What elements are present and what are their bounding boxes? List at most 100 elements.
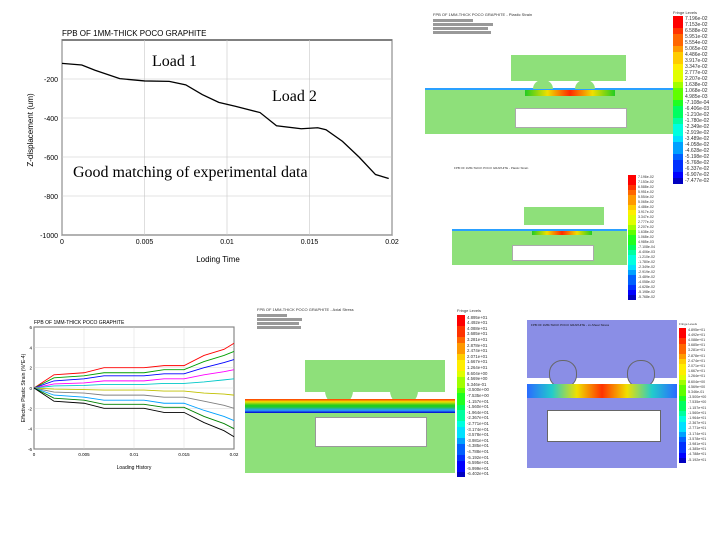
fea-panel-3-fringe-scale: 4.895e+01 4.492e+01 4.088e+01 3.685e+01 3.28… bbox=[457, 315, 489, 480]
fringe-color-swatch bbox=[628, 230, 636, 235]
fringe-value-label: -3.489e-02 bbox=[638, 274, 655, 279]
fringe-value-label: 1.068e-02 bbox=[638, 234, 654, 239]
fringe-color-swatch bbox=[628, 175, 636, 180]
fringe-color-swatch bbox=[679, 426, 686, 432]
fringe-color-swatch bbox=[673, 100, 683, 106]
fringe-value-label: -1.157e+01 bbox=[688, 405, 707, 410]
top-chart-series-line bbox=[61, 62, 389, 180]
fringe-color-swatch bbox=[679, 416, 686, 422]
top-chart-xtick-label: 0.02 bbox=[385, 239, 399, 246]
fringe-value-label: -2.919e-02 bbox=[638, 269, 655, 274]
fringe-value-label: 5.951e-02 bbox=[685, 33, 708, 40]
fea-1-top-block bbox=[511, 55, 626, 81]
fringe-value-label: -5.595e+01 bbox=[467, 460, 489, 466]
bottom-chart-series-line bbox=[33, 387, 235, 421]
fringe-color-swatch bbox=[457, 393, 465, 399]
fringe-value-label: -3.981e+01 bbox=[688, 441, 707, 446]
fringe-color-swatch bbox=[457, 331, 465, 338]
bottom-chart-series-line bbox=[33, 359, 235, 389]
bottom-chart-xtick-label: 0.02 bbox=[230, 452, 239, 457]
fringe-color-swatch bbox=[457, 410, 465, 416]
fringe-value-label: 2.474e+01 bbox=[467, 348, 488, 354]
fringe-color-swatch bbox=[457, 354, 465, 360]
fea-1-stress-band bbox=[525, 90, 615, 96]
fringe-color-swatch bbox=[457, 455, 465, 461]
fringe-value-label: -5.192e+01 bbox=[467, 454, 489, 460]
fringe-value-label: 4.486e-02 bbox=[685, 51, 708, 58]
fea-2-top-block bbox=[524, 207, 604, 225]
fringe-value-label: -1.210e-02 bbox=[638, 254, 655, 259]
fringe-value-label: -4.385e+01 bbox=[467, 443, 489, 449]
fea-panel-3-fringe-title: Fringe Levels bbox=[457, 308, 482, 313]
fringe-value-label: 1.264e+01 bbox=[467, 364, 488, 370]
bottom-chart-xtick-label: 0 bbox=[33, 452, 36, 457]
fringe-value-label: 2.777e-02 bbox=[638, 219, 654, 224]
fringe-color-swatch bbox=[457, 443, 465, 450]
fringe-value-label: 2.071e+01 bbox=[467, 353, 488, 359]
fea-panel-4-fringe-title: Fringe Levels bbox=[679, 322, 698, 326]
fringe-color-swatch bbox=[673, 130, 683, 136]
top-chart-ytick-label: -200 bbox=[44, 77, 58, 84]
fringe-color-swatch bbox=[628, 260, 636, 265]
fringe-color-swatch bbox=[679, 348, 686, 354]
fringe-color-swatch bbox=[673, 166, 683, 172]
fea-panel-1: FPB OF 1MM-THICK POCO GRAPHITE - Plastic… bbox=[425, 10, 715, 184]
bottom-chart-series-line bbox=[33, 369, 235, 389]
fringe-value-label: 5.065e-02 bbox=[638, 199, 654, 204]
fringe-color-swatch bbox=[673, 172, 683, 178]
top-chart-xtick-label: 0.005 bbox=[136, 239, 154, 246]
fringe-value-label: -5.198e-02 bbox=[638, 289, 655, 294]
fringe-value-label: 4.895e+01 bbox=[688, 327, 706, 332]
fringe-value-label: -1.780e-02 bbox=[638, 259, 655, 264]
fringe-value-label: -5.192e+01 bbox=[688, 457, 707, 462]
fringe-value-label: 4.492e+01 bbox=[688, 332, 706, 337]
fringe-value-label: -2.367e+01 bbox=[688, 421, 707, 426]
fringe-value-label: -1.964e+01 bbox=[688, 415, 707, 420]
fringe-color-swatch bbox=[457, 326, 465, 332]
fringe-value-label: -2.349e-02 bbox=[685, 123, 710, 130]
fea-4-beam bbox=[527, 384, 677, 398]
top-chart-title: FPB OF 1MM-THICK POCO GRAPHITE bbox=[62, 29, 206, 38]
fea-3-cavity bbox=[315, 417, 427, 447]
fringe-color-swatch bbox=[628, 285, 636, 290]
fringe-color-swatch bbox=[457, 460, 465, 467]
fringe-value-label: 7.196e-02 bbox=[638, 174, 654, 179]
fringe-color-swatch bbox=[628, 225, 636, 230]
fringe-value-label: 2.474e+01 bbox=[688, 358, 706, 363]
fringe-color-swatch bbox=[679, 385, 686, 391]
bottom-chart-xtick-label: 0.01 bbox=[130, 452, 139, 457]
fringe-color-swatch bbox=[457, 337, 465, 343]
fringe-value-label: -3.578e+01 bbox=[688, 436, 707, 441]
fringe-color-swatch bbox=[457, 438, 465, 444]
fringe-color-swatch bbox=[679, 400, 686, 406]
fringe-value-label: 1.264e+01 bbox=[688, 374, 706, 379]
fringe-value-label: 7.153e-02 bbox=[638, 179, 654, 184]
fea-panel-1-fringe-title: Fringe Levels bbox=[673, 10, 698, 15]
fringe-value-label: 3.281e+01 bbox=[688, 348, 706, 353]
fringe-value-label: -2.349e-02 bbox=[638, 264, 655, 269]
fringe-value-label: -3.981e+01 bbox=[467, 437, 489, 443]
fringe-color-swatch bbox=[673, 106, 683, 112]
fringe-value-label: -1.210e-02 bbox=[685, 111, 710, 118]
bottom-chart-ytick-label: 0 bbox=[29, 386, 32, 391]
fringe-color-swatch bbox=[679, 458, 686, 464]
load1-annotation: Load 1 bbox=[152, 53, 197, 70]
fringe-value-label: -3.489e-02 bbox=[685, 135, 710, 142]
fringe-value-label: -5.768e-02 bbox=[638, 294, 655, 299]
fringe-value-label: 6.588e-02 bbox=[638, 184, 654, 189]
fringe-color-swatch bbox=[673, 34, 683, 40]
fea-1-support-right bbox=[575, 80, 595, 89]
fringe-color-swatch bbox=[457, 471, 465, 478]
fringe-color-swatch bbox=[673, 46, 683, 52]
fea-3-beam bbox=[245, 399, 455, 413]
bottom-chart-xlabel: Loading History bbox=[117, 465, 152, 471]
fringe-value-label: 5.346e-01 bbox=[688, 389, 705, 394]
bottom-chart-xtick-label: 0.005 bbox=[78, 452, 90, 457]
fringe-value-label: -7.535e+00 bbox=[688, 400, 707, 405]
fringe-color-swatch bbox=[628, 185, 636, 190]
fringe-value-label: 8.604e+00 bbox=[467, 370, 488, 376]
fringe-value-label: -4.385e+01 bbox=[688, 447, 707, 452]
bottom-chart-series-line bbox=[33, 342, 235, 389]
